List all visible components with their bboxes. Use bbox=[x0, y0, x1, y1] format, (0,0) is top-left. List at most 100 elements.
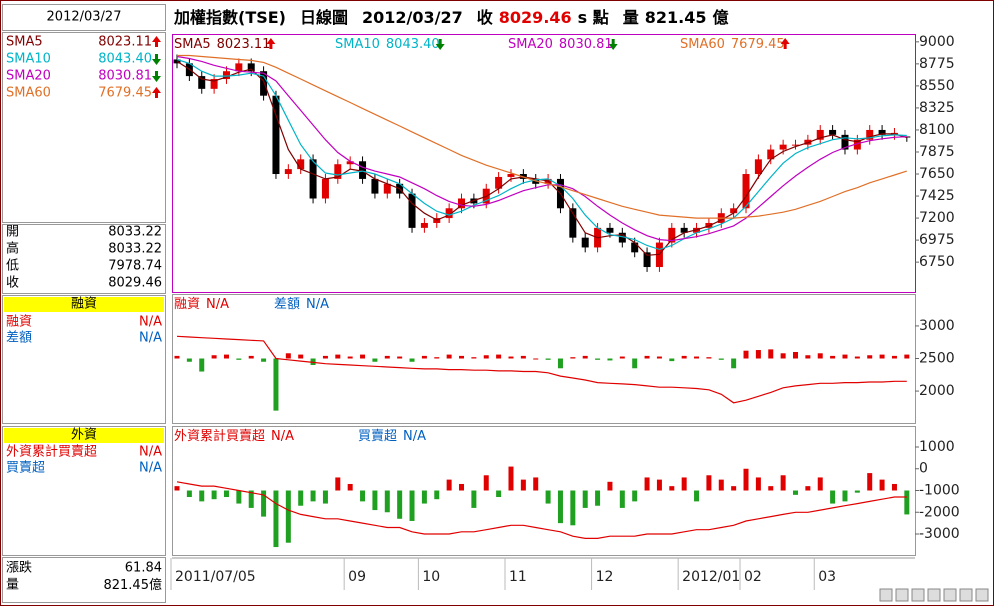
bar bbox=[360, 354, 366, 359]
bar bbox=[632, 358, 638, 369]
bar bbox=[731, 486, 737, 491]
bar bbox=[397, 490, 403, 519]
bar bbox=[508, 466, 514, 491]
bar bbox=[656, 356, 662, 359]
bar bbox=[421, 490, 427, 504]
bar bbox=[768, 486, 774, 491]
panel-series-name: 融資 bbox=[6, 315, 32, 330]
bar bbox=[508, 356, 514, 359]
legend-value: 8043.40 bbox=[386, 37, 440, 52]
tool-icon[interactable] bbox=[895, 588, 909, 602]
volume-label: 量 bbox=[6, 578, 19, 593]
legend-name: SMA10 bbox=[335, 37, 380, 52]
y-tick-label: 7425 bbox=[919, 188, 955, 204]
change-label: 漲跌 bbox=[6, 560, 32, 576]
trend-arrow bbox=[152, 54, 161, 65]
bar bbox=[817, 353, 823, 359]
y-tick-label: -1000 bbox=[919, 483, 960, 499]
bar bbox=[891, 355, 897, 359]
candle-body bbox=[420, 222, 428, 228]
candle-body bbox=[284, 169, 292, 175]
volume-value: 821.45 bbox=[103, 578, 149, 593]
bar bbox=[793, 490, 798, 495]
x-tick-label: 02 bbox=[744, 569, 762, 585]
bar bbox=[830, 355, 836, 359]
panel-series-name: 外資累計買賣超 bbox=[6, 444, 97, 460]
volume-label: 量 bbox=[623, 8, 639, 27]
bar bbox=[347, 356, 353, 359]
candle-body bbox=[767, 149, 775, 160]
plot bbox=[174, 335, 910, 411]
y-tick-label: 0 bbox=[919, 461, 928, 477]
bar bbox=[582, 490, 588, 508]
panel-series-name: 差額 bbox=[6, 331, 32, 346]
panel-series-value: N/A bbox=[139, 445, 162, 460]
ohlc-value: 8033.22 bbox=[108, 242, 162, 257]
candle-body bbox=[247, 63, 255, 72]
candle-body bbox=[260, 71, 268, 96]
tool-icon[interactable] bbox=[911, 588, 925, 602]
tool-icon[interactable] bbox=[959, 588, 973, 602]
ohlc-box bbox=[2, 224, 166, 294]
legend-name: SMA60 bbox=[680, 37, 725, 52]
title: 加權指數(TSE) bbox=[173, 8, 286, 27]
bar bbox=[236, 490, 242, 504]
bar bbox=[780, 353, 786, 359]
bar bbox=[248, 490, 254, 508]
bar bbox=[867, 355, 873, 359]
legend-value: 8023.11 bbox=[217, 37, 271, 52]
legend-name: 買賣超 bbox=[358, 429, 397, 444]
bar bbox=[669, 358, 675, 362]
ohlc-label: 收 bbox=[6, 276, 19, 291]
volume-unit: 億 bbox=[149, 577, 162, 593]
candle-body bbox=[495, 176, 503, 189]
y-tick-label: 8775 bbox=[919, 56, 955, 72]
legend-entry: 融資 N/A bbox=[174, 297, 229, 312]
legend-entry: SMA60 7679.45 bbox=[680, 37, 785, 52]
bar bbox=[384, 490, 390, 513]
x-tick-label: 11 bbox=[509, 569, 527, 585]
bar bbox=[545, 490, 551, 504]
bar bbox=[780, 475, 786, 491]
foreign-box bbox=[2, 426, 166, 556]
legend-entry: SMA20 8030.81 bbox=[508, 37, 613, 52]
candle-body bbox=[853, 139, 861, 150]
bar bbox=[347, 483, 353, 491]
plot bbox=[173, 54, 911, 272]
bar bbox=[545, 358, 551, 360]
candle-body bbox=[816, 129, 824, 140]
trend-arrow bbox=[152, 87, 161, 98]
candle-body bbox=[346, 161, 354, 165]
line bbox=[176, 55, 907, 242]
bar bbox=[669, 486, 675, 491]
y-tick-label: 8550 bbox=[919, 78, 955, 94]
bar bbox=[520, 355, 526, 359]
tool-icon[interactable] bbox=[879, 588, 893, 602]
bar bbox=[718, 358, 724, 360]
tool-icon[interactable] bbox=[943, 588, 957, 602]
legend-value: N/A bbox=[271, 429, 294, 444]
bar bbox=[681, 355, 687, 359]
x-tick-label: 2012/01 bbox=[682, 569, 740, 585]
y-tick-label: 8325 bbox=[919, 100, 955, 116]
panel-series-value: N/A bbox=[139, 331, 162, 346]
volume: 821.45億 bbox=[103, 577, 162, 593]
ohlc-value: 8033.22 bbox=[108, 225, 162, 240]
bar bbox=[842, 354, 848, 359]
candle-body bbox=[272, 95, 280, 175]
trend-arrow bbox=[266, 38, 276, 49]
tool-icon[interactable] bbox=[927, 588, 941, 602]
candle-body bbox=[754, 159, 762, 175]
x-tick-label: 09 bbox=[348, 569, 366, 585]
bar bbox=[211, 490, 217, 500]
y-tick-label: 6750 bbox=[919, 254, 955, 270]
bar bbox=[298, 490, 304, 506]
tool-icon[interactable] bbox=[975, 588, 989, 602]
candle-body bbox=[866, 129, 874, 140]
panel-date: 2012/03/27 bbox=[47, 10, 122, 25]
candle-body bbox=[680, 227, 688, 233]
bar bbox=[731, 358, 737, 369]
bar bbox=[261, 358, 267, 362]
line bbox=[177, 54, 907, 219]
volume: 821.45 bbox=[645, 8, 707, 27]
